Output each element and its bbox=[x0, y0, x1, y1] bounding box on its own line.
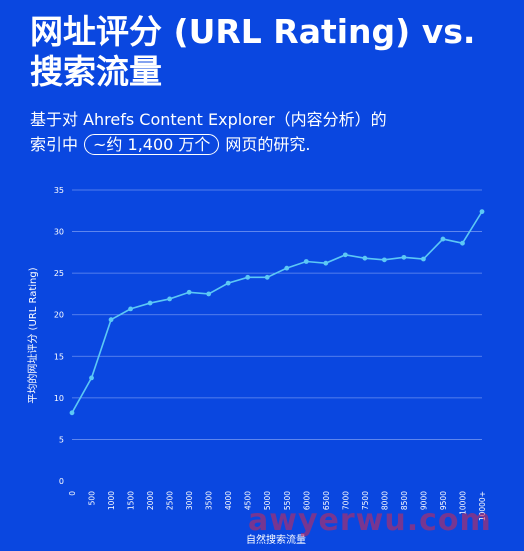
data-point bbox=[323, 260, 329, 266]
x-tick-label: 9500 bbox=[439, 491, 448, 510]
x-tick-label: 5500 bbox=[283, 491, 292, 510]
y-tick-label: 20 bbox=[54, 311, 64, 320]
data-point bbox=[167, 296, 173, 302]
x-tick-label: 10000+ bbox=[478, 491, 487, 521]
title-line-2: 搜索流量 bbox=[30, 52, 162, 91]
subtitle-part-3: 网页的研究. bbox=[225, 135, 311, 154]
data-point bbox=[284, 265, 290, 271]
x-tick-label: 3500 bbox=[205, 491, 214, 510]
y-tick-label: 35 bbox=[54, 186, 64, 195]
data-point bbox=[186, 289, 192, 295]
y-tick-label: 15 bbox=[54, 352, 64, 361]
title-line-1: 网址评分 (URL Rating) vs. bbox=[30, 12, 476, 51]
data-point bbox=[128, 306, 133, 312]
y-tick-label: 0 bbox=[59, 477, 64, 486]
data-point bbox=[421, 256, 426, 262]
data-point bbox=[69, 410, 75, 416]
x-tick-label: 6500 bbox=[322, 491, 331, 510]
chart-title: 网址评分 (URL Rating) vs. 搜索流量 bbox=[30, 12, 510, 92]
x-tick-label: 2500 bbox=[166, 491, 175, 510]
x-tick-label: 1000 bbox=[107, 491, 116, 510]
data-point bbox=[342, 252, 348, 258]
x-tick-label: 4500 bbox=[244, 491, 253, 510]
data-point bbox=[479, 209, 485, 215]
x-axis-label: 自然搜索流量 bbox=[246, 533, 306, 546]
y-axis-label: 平均的网址评分 (URL Rating) bbox=[26, 267, 39, 403]
x-tick-label: 9000 bbox=[419, 491, 428, 510]
y-tick-label: 5 bbox=[59, 435, 64, 444]
x-tick-label: 8500 bbox=[400, 491, 409, 510]
data-point bbox=[108, 317, 114, 323]
y-tick-label: 25 bbox=[54, 269, 64, 278]
data-point bbox=[147, 300, 153, 306]
x-tick-label: 4000 bbox=[224, 491, 233, 510]
data-point bbox=[89, 375, 94, 381]
watermark: awyerwu.com bbox=[248, 503, 492, 538]
subtitle-part-1: 基于对 Ahrefs Content Explorer（内容分析）的 bbox=[30, 110, 387, 129]
data-point bbox=[206, 291, 212, 297]
x-tick-label: 10000 bbox=[458, 491, 467, 515]
x-tick-label: 5000 bbox=[263, 491, 272, 510]
data-point bbox=[460, 240, 465, 246]
x-tick-label: 7000 bbox=[341, 491, 350, 510]
data-point bbox=[381, 257, 387, 263]
x-tick-label: 0 bbox=[68, 491, 77, 496]
subtitle-highlight: ~约 1,400 万个 bbox=[84, 134, 220, 155]
data-point bbox=[401, 254, 407, 260]
x-tick-label: 6000 bbox=[302, 491, 311, 510]
x-tick-label: 1500 bbox=[127, 491, 136, 510]
data-point bbox=[440, 236, 446, 242]
data-point bbox=[303, 259, 309, 264]
data-point bbox=[245, 274, 251, 280]
data-point bbox=[362, 255, 368, 261]
y-tick-label: 10 bbox=[54, 394, 64, 403]
data-point bbox=[264, 274, 270, 280]
subtitle-part-2: 索引中 bbox=[30, 135, 79, 154]
chart-subtitle: 基于对 Ahrefs Content Explorer（内容分析）的 索引中 ~约… bbox=[30, 107, 510, 157]
x-tick-label: 500 bbox=[88, 491, 97, 506]
x-tick-label: 8000 bbox=[380, 491, 389, 510]
x-tick-label: 2000 bbox=[146, 491, 155, 510]
series-line bbox=[71, 211, 483, 414]
data-point bbox=[225, 280, 231, 286]
x-tick-label: 3000 bbox=[185, 491, 194, 510]
y-tick-label: 30 bbox=[54, 228, 64, 237]
x-tick-label: 7500 bbox=[361, 491, 370, 510]
